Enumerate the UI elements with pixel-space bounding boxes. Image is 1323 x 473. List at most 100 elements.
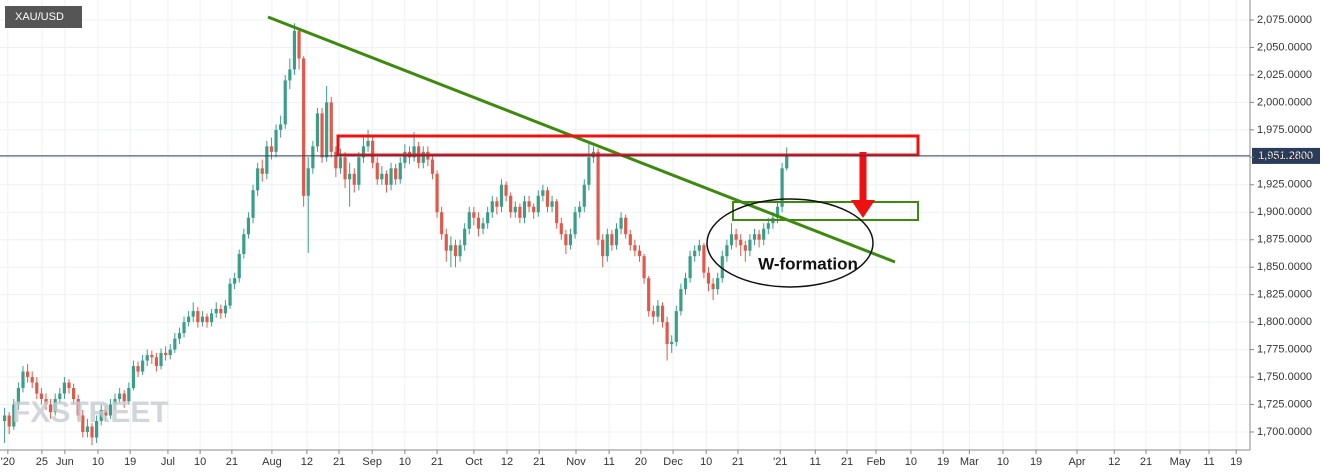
candle-body [412, 146, 416, 158]
arrow-head [851, 200, 875, 218]
y-tick-label: 2,050.0000 [1257, 41, 1312, 53]
candle-body [688, 256, 692, 279]
candle-body [357, 157, 361, 185]
candle-body [518, 206, 522, 218]
candle-body [154, 357, 159, 367]
candle-body [720, 256, 724, 279]
candle-body [394, 168, 398, 180]
x-tick-label: Feb [866, 456, 885, 468]
x-tick-label: Jul [161, 456, 175, 468]
candle-body [463, 228, 467, 246]
candle-body [513, 206, 517, 213]
candle-body [343, 157, 347, 180]
candle-body [670, 341, 674, 345]
candle-body [122, 393, 126, 402]
y-tick-label: 1,875.0000 [1257, 234, 1312, 246]
overlay: 1,951.2800 [0, 147, 1320, 164]
y-tick-label: 1,825.0000 [1257, 289, 1312, 301]
x-tick-label: '21 [773, 456, 787, 468]
candle-body [559, 223, 563, 235]
x-tick-label: 25 [36, 456, 48, 468]
symbol-box [5, 6, 82, 28]
candle-body [210, 313, 214, 323]
candle-body [334, 151, 338, 169]
candle-body [375, 162, 379, 180]
y-tick-label: 2,025.0000 [1257, 69, 1312, 81]
candle-body [44, 399, 48, 405]
candle-body [39, 393, 44, 400]
candle-body [90, 426, 94, 438]
candle-body [348, 173, 352, 180]
x-tick-label: 10 [194, 456, 206, 468]
x-tick-label: Nov [566, 456, 586, 468]
candle-body [752, 234, 757, 240]
candle-body [311, 146, 315, 169]
candle-body [302, 58, 306, 196]
candle-body [568, 234, 573, 246]
candle-body [734, 234, 738, 240]
candles [3, 23, 789, 446]
candle-body [697, 245, 701, 251]
last-price-tag [1252, 147, 1320, 164]
x-tick-label: 10 [92, 456, 104, 468]
candle-body [104, 410, 108, 416]
x-tick-label: 10 [997, 456, 1009, 468]
candle-body [711, 283, 715, 290]
y-tick-label: 1,975.0000 [1257, 124, 1312, 136]
x-tick-label: Oct [465, 456, 482, 468]
grid [0, 0, 1250, 450]
candle-body [366, 140, 370, 147]
candle-body [444, 234, 448, 251]
candle-body [269, 146, 274, 152]
candle-body [490, 201, 494, 213]
candle-body [205, 316, 209, 323]
candle-body [614, 228, 619, 246]
candle-body [256, 168, 260, 191]
candle-body [95, 420, 99, 438]
candle-body [242, 234, 246, 255]
pattern-label: W-formation [758, 254, 858, 273]
candle-body [136, 366, 140, 372]
candle-body [536, 195, 540, 213]
candle-body [601, 239, 605, 257]
x-tick-label: Jun [56, 456, 74, 468]
trend-line [267, 15, 896, 264]
candle-body [706, 272, 711, 284]
pattern-ellipse [706, 198, 874, 288]
candle-body [274, 129, 278, 152]
candle-body [246, 217, 251, 235]
candle-body [762, 228, 766, 240]
candle-body [610, 234, 614, 246]
candle-body [26, 371, 30, 378]
candle-body [182, 322, 186, 334]
candle-body [725, 245, 729, 257]
candle-body [297, 30, 301, 59]
candle-body [177, 333, 182, 339]
candle-body [389, 168, 393, 185]
candle-body [21, 371, 25, 389]
candle-body [361, 146, 366, 158]
watermark: FXSTREET [12, 396, 169, 429]
x-tick-label: Mar [960, 456, 979, 468]
x-tick-label: 12 [501, 456, 513, 468]
x-tick-label: Dec [663, 456, 683, 468]
candle-body [587, 157, 591, 185]
candle-body [283, 80, 287, 125]
candle-body [384, 173, 389, 185]
candle-body [495, 201, 499, 207]
candle-body [131, 366, 136, 389]
candle-body [315, 113, 320, 147]
candle-body [596, 151, 600, 240]
candle-body [785, 155, 789, 169]
candle-body [325, 102, 329, 158]
candle-body [651, 311, 655, 317]
x-tick-label: Sep [362, 456, 382, 468]
x-tick-label: 21 [841, 456, 853, 468]
x-tick-label: 10 [905, 456, 917, 468]
y-tick-label: 1,725.0000 [1257, 398, 1312, 410]
candle-body [113, 399, 117, 405]
x-tick-label: 12 [301, 456, 313, 468]
x-tick-label: 21 [333, 456, 345, 468]
x-tick-label: 19 [1030, 456, 1042, 468]
candle-body [716, 278, 720, 290]
